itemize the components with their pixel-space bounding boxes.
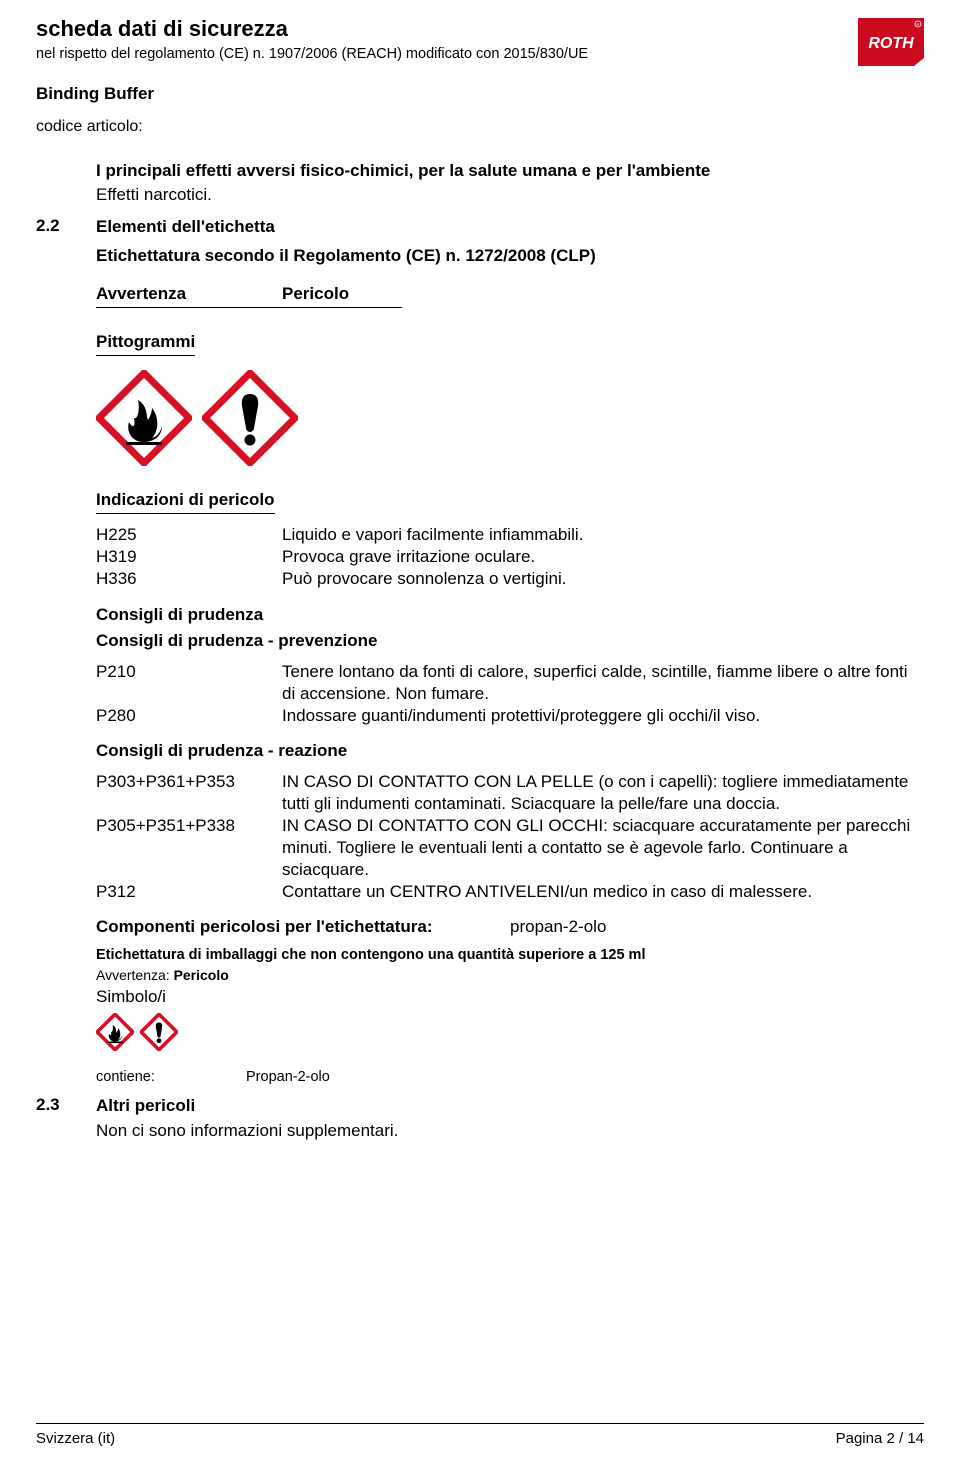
- s22-title: Elementi dell'etichetta: [96, 216, 924, 238]
- hazard-item: H225 Liquido e vapori facilmente infiamm…: [96, 524, 924, 546]
- contiene-label: contiene:: [96, 1069, 246, 1085]
- intro-block: I principali effetti avversi fisico-chim…: [96, 160, 924, 206]
- reaz-list: P303+P361+P353 IN CASO DI CONTATTO CON L…: [96, 771, 924, 904]
- reaz-text: IN CASO DI CONTATTO CON LA PELLE (o con …: [282, 771, 924, 815]
- hazard-code: H336: [96, 568, 282, 590]
- section-2-2: 2.2 Elementi dell'etichetta Etichettatur…: [36, 216, 924, 1085]
- avvertenza-value: Pericolo: [282, 284, 402, 308]
- footer-right: Pagina 2 / 14: [836, 1430, 924, 1447]
- avvertenza-small-value: Pericolo: [174, 967, 229, 983]
- prev-item: P210 Tenere lontano da fonti di calore, …: [96, 661, 924, 705]
- indicazioni-label: Indicazioni di pericolo: [96, 490, 275, 514]
- hazard-text: Provoca grave irritazione oculare.: [282, 546, 924, 568]
- prev-list: P210 Tenere lontano da fonti di calore, …: [96, 661, 924, 727]
- prev-code: P210: [96, 661, 282, 705]
- reaz-code: P312: [96, 881, 282, 903]
- reaz-text: IN CASO DI CONTATTO CON GLI OCCHI: sciac…: [282, 815, 924, 881]
- doc-subtitle: nel rispetto del regolamento (CE) n. 190…: [36, 46, 924, 62]
- roth-logo: ROTH R: [858, 18, 924, 66]
- section-num-23: 2.3: [36, 1095, 96, 1141]
- prev-text: Indossare guanti/indumenti protettivi/pr…: [282, 705, 924, 727]
- s23-title: Altri pericoli: [96, 1095, 924, 1117]
- etichettatura-small: Etichettatura di imballaggi che non cont…: [96, 947, 924, 963]
- reaz-code: P305+P351+P338: [96, 815, 282, 881]
- section-2-3: 2.3 Altri pericoli Non ci sono informazi…: [36, 1095, 924, 1141]
- intro-line1: I principali effetti avversi fisico-chim…: [96, 160, 924, 182]
- reaz-item: P303+P361+P353 IN CASO DI CONTATTO CON L…: [96, 771, 924, 815]
- ghs-exclamation-icon: [202, 370, 298, 466]
- reaz-text: Contattare un CENTRO ANTIVELENI/un medic…: [282, 881, 924, 903]
- componenti-label: Componenti pericolosi per l'etichettatur…: [96, 917, 510, 937]
- ghs-flame-icon: [96, 370, 192, 466]
- document-header: scheda dati di sicurezza nel rispetto de…: [36, 16, 924, 62]
- ghs-flame-icon: [96, 1013, 134, 1051]
- contiene-row: contiene: Propan-2-olo: [96, 1069, 924, 1085]
- hazard-list: H225 Liquido e vapori facilmente infiamm…: [96, 524, 924, 590]
- consigli-prev-label: Consigli di prudenza - prevenzione: [96, 631, 924, 651]
- simbolo-label: Simbolo/i: [96, 987, 924, 1007]
- avvertenza-small-label: Avvertenza:: [96, 967, 170, 983]
- pictogram-row-large: [96, 370, 924, 466]
- avvertenza-label: Avvertenza: [96, 284, 282, 308]
- doc-title: scheda dati di sicurezza: [36, 16, 924, 42]
- consigli-label: Consigli di prudenza: [96, 605, 924, 625]
- componenti-value: propan-2-olo: [510, 917, 606, 937]
- hazard-text: Può provocare sonnolenza o vertigini.: [282, 568, 924, 590]
- ghs-exclamation-icon: [140, 1013, 178, 1051]
- reaz-item: P305+P351+P338 IN CASO DI CONTATTO CON G…: [96, 815, 924, 881]
- hazard-item: H336 Può provocare sonnolenza o vertigin…: [96, 568, 924, 590]
- logo-text: ROTH: [868, 35, 914, 52]
- pittogrammi-label: Pittogrammi: [96, 332, 195, 356]
- prev-code: P280: [96, 705, 282, 727]
- avvertenza-row: Avvertenza Pericolo: [96, 284, 924, 308]
- contiene-value: Propan-2-olo: [246, 1069, 330, 1085]
- pictogram-row-small: [96, 1013, 924, 1051]
- componenti-row: Componenti pericolosi per l'etichettatur…: [96, 917, 924, 937]
- article-code: codice articolo:: [36, 118, 924, 136]
- prev-item: P280 Indossare guanti/indumenti protetti…: [96, 705, 924, 727]
- s22-subtitle: Etichettatura secondo il Regolamento (CE…: [96, 246, 924, 266]
- reaz-code: P303+P361+P353: [96, 771, 282, 815]
- page-footer: Svizzera (it) Pagina 2 / 14: [36, 1423, 924, 1447]
- consigli-reaz-label: Consigli di prudenza - reazione: [96, 741, 924, 761]
- intro-line2: Effetti narcotici.: [96, 184, 924, 206]
- hazard-code: H319: [96, 546, 282, 568]
- footer-left: Svizzera (it): [36, 1430, 115, 1447]
- avvertenza-small: Avvertenza: Pericolo: [96, 967, 924, 983]
- reaz-item: P312 Contattare un CENTRO ANTIVELENI/un …: [96, 881, 924, 903]
- hazard-text: Liquido e vapori facilmente infiammabili…: [282, 524, 924, 546]
- s23-text: Non ci sono informazioni supplementari.: [96, 1120, 924, 1142]
- product-name: Binding Buffer: [36, 84, 924, 104]
- hazard-item: H319 Provoca grave irritazione oculare.: [96, 546, 924, 568]
- svg-text:R: R: [917, 22, 920, 27]
- hazard-code: H225: [96, 524, 282, 546]
- prev-text: Tenere lontano da fonti di calore, super…: [282, 661, 924, 705]
- section-num-22: 2.2: [36, 216, 96, 1085]
